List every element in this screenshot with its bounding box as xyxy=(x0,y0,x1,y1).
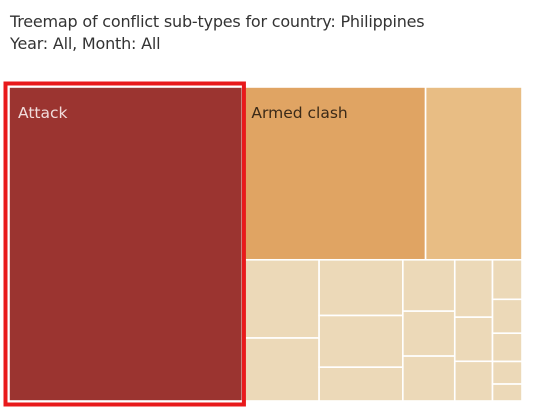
selection-outline xyxy=(3,81,246,407)
treemap-tile-16[interactable] xyxy=(491,332,523,363)
treemap-tile-3[interactable] xyxy=(241,258,320,339)
treemap-tile-9[interactable] xyxy=(402,310,456,357)
chart-header: Treemap of conflict sub-types for countr… xyxy=(10,11,425,55)
treemap-tile-7[interactable] xyxy=(318,366,404,402)
chart-filter-summary: Year: All, Month: All xyxy=(10,34,161,53)
treemap-tile-11[interactable] xyxy=(453,258,494,318)
treemap-chart: Attack Armed clash xyxy=(0,78,543,415)
treemap-tile-14[interactable] xyxy=(491,258,523,301)
treemap-tile-17[interactable] xyxy=(491,360,523,385)
treemap-tile-2[interactable] xyxy=(424,86,523,261)
treemap-tile-10[interactable] xyxy=(402,355,456,402)
treemap-tile-18[interactable] xyxy=(491,383,523,402)
treemap-label-attack: Attack xyxy=(18,104,68,122)
treemap-tile-15[interactable] xyxy=(491,298,523,335)
treemap-tile-6[interactable] xyxy=(318,314,404,368)
treemap-tile-attack[interactable] xyxy=(8,86,244,402)
treemap-tile-12[interactable] xyxy=(453,316,494,363)
treemap-label-armed-clash: Armed clash xyxy=(251,104,347,122)
treemap-tile-armed-clash[interactable] xyxy=(241,86,427,261)
chart-title: Treemap of conflict sub-types for countr… xyxy=(10,12,425,31)
treemap-tile-4[interactable] xyxy=(241,337,320,402)
treemap-svg: Attack Armed clash xyxy=(3,81,523,407)
treemap-tile-8[interactable] xyxy=(402,258,456,312)
treemap-tile-13[interactable] xyxy=(453,360,494,402)
treemap-tile-5[interactable] xyxy=(318,258,404,317)
